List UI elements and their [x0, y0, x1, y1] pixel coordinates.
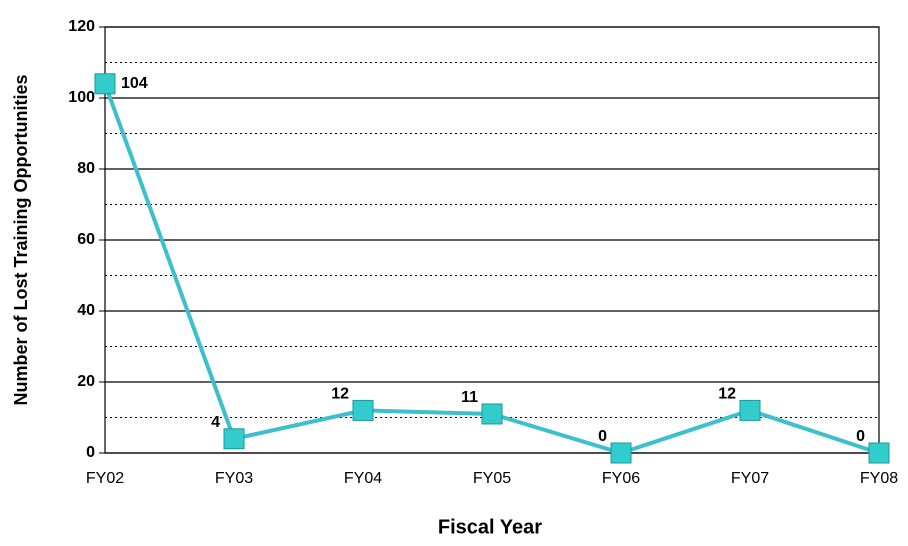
marker: [223, 428, 245, 450]
x-tick-label: FY05: [473, 470, 511, 487]
x-tick-label: FY04: [344, 470, 382, 487]
marker: [352, 399, 374, 421]
marker: [94, 73, 116, 95]
y-tick-label: 0: [86, 444, 95, 461]
marker: [868, 442, 890, 464]
marker: [610, 442, 632, 464]
y-tick-label: 120: [68, 18, 95, 35]
x-tick-label: FY06: [602, 470, 640, 487]
x-tick-label: FY07: [731, 470, 769, 487]
data-label: 104: [121, 75, 148, 92]
marker: [481, 403, 503, 425]
data-label: 11: [461, 389, 478, 406]
data-label: 12: [331, 386, 349, 403]
y-tick-label: 20: [77, 373, 95, 390]
x-tick-label: FY08: [860, 470, 898, 487]
plot-frame: [104, 26, 880, 454]
x-tick-label: FY03: [215, 470, 253, 487]
y-tick-label: 100: [68, 89, 95, 106]
marker: [739, 399, 761, 421]
y-tick-label: 60: [77, 231, 95, 248]
data-label: 12: [718, 386, 736, 403]
line: [103, 83, 880, 456]
data-label: 0: [598, 428, 607, 445]
x-axis-label: Fiscal Year: [438, 516, 542, 538]
data-label: 0: [856, 428, 865, 445]
y-tick-label: 40: [77, 302, 95, 319]
y-tick-label: 80: [77, 160, 95, 177]
y-axis-label: Number of Lost Training Opportunities: [11, 75, 31, 406]
x-tick-label: FY02: [86, 470, 124, 487]
data-label: 4: [211, 414, 220, 431]
